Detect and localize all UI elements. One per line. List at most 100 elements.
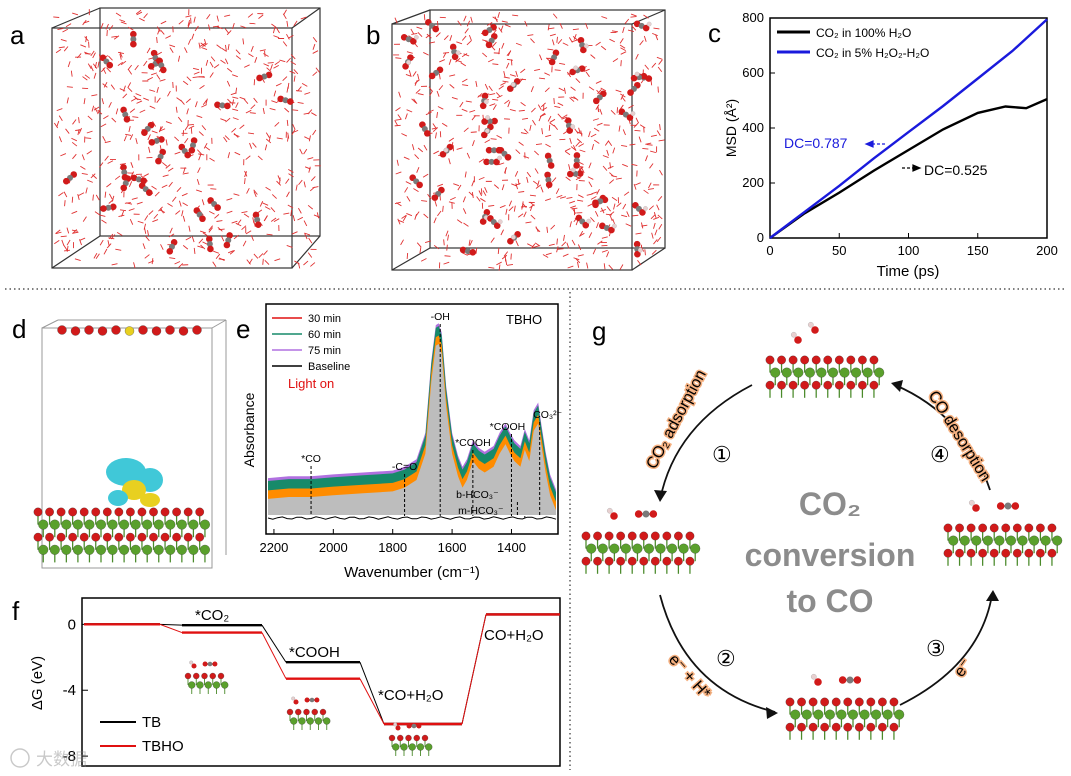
water-molecule (534, 68, 541, 72)
water-molecule (208, 24, 211, 31)
water-molecule (108, 25, 114, 31)
water-molecule (569, 97, 575, 102)
water-molecule (513, 205, 516, 212)
water-molecule (538, 115, 542, 122)
water-molecule (107, 240, 110, 247)
oxygen-atom (68, 507, 78, 517)
x-tick-label: 2000 (319, 540, 348, 555)
water-molecule (130, 162, 134, 168)
water-molecule (577, 199, 584, 202)
oxygen-atom (416, 723, 422, 729)
water-molecule (565, 176, 571, 181)
water-molecule (239, 96, 246, 100)
carbon-atom (579, 42, 586, 49)
water-molecule (449, 74, 456, 77)
water-molecule (518, 191, 525, 193)
water-molecule (600, 207, 605, 214)
water-molecule (259, 200, 264, 207)
water-molecule (244, 177, 246, 185)
water-molecule (478, 158, 485, 163)
water-molecule (442, 205, 444, 212)
hydrogen-atom (485, 115, 491, 120)
water-molecule (282, 13, 287, 20)
water-molecule (174, 151, 181, 155)
water-molecule (142, 243, 146, 250)
water-molecule (287, 34, 294, 39)
oxygen-atom (547, 162, 555, 169)
water-molecule (607, 140, 613, 146)
catalyst-slab-d (33, 507, 210, 563)
oxygen-atom (808, 722, 818, 732)
water-molecule (618, 125, 621, 132)
water-molecule (530, 38, 535, 44)
water-molecule (121, 210, 125, 217)
metal-atom (408, 743, 416, 751)
water-molecule (187, 38, 192, 45)
peak-label: m-HCO₃⁻ (458, 505, 504, 517)
water-molecule (438, 85, 444, 91)
water-molecule (74, 258, 81, 261)
water-molecule (654, 229, 658, 236)
water-molecule (71, 196, 74, 203)
water-molecule (205, 59, 209, 66)
water-molecule (464, 28, 469, 34)
water-molecule (448, 58, 452, 65)
water-molecule (590, 133, 597, 138)
oxygen-atom (777, 355, 786, 365)
water-molecule (656, 236, 662, 243)
water-molecule (312, 37, 318, 43)
water-molecule (91, 94, 98, 97)
oxygen-atom (858, 355, 867, 365)
water-molecule (480, 198, 486, 202)
water-molecule (541, 107, 548, 111)
hydrogen-atom (510, 82, 516, 88)
oxygen-atom (79, 507, 89, 517)
water-molecule (641, 224, 648, 227)
water-molecule (599, 108, 603, 115)
water-molecule (561, 241, 567, 247)
water-molecule (276, 180, 282, 186)
water-molecule (549, 122, 555, 127)
oxygen-atom (212, 661, 218, 667)
metal-atom (959, 535, 970, 546)
water-molecule (456, 219, 463, 224)
water-molecule (187, 123, 194, 126)
water-molecule (443, 261, 450, 265)
water-molecule (520, 68, 526, 74)
water-molecule (570, 96, 577, 100)
water-molecule (80, 44, 87, 48)
carbon-atom (846, 676, 854, 684)
water-molecule (529, 205, 533, 212)
oxygen-atom (201, 672, 208, 680)
oxygen-atom (978, 523, 988, 533)
water-molecule (108, 101, 112, 108)
water-molecule (640, 222, 644, 229)
water-molecule (540, 102, 546, 108)
carbon-atom (282, 97, 289, 104)
water-molecule (431, 127, 438, 130)
water-molecule (460, 62, 467, 67)
water-molecule (639, 124, 646, 129)
oxygen-atom (126, 507, 135, 517)
cycle-arrowheads (654, 380, 999, 719)
oxygen-atom (639, 556, 649, 566)
water-molecule (629, 143, 636, 146)
water-molecule (566, 242, 570, 249)
water-molecule (517, 213, 524, 218)
hydrogen-atom (968, 499, 975, 506)
water-molecule (188, 225, 191, 232)
oxygen-atom (481, 92, 489, 100)
metal-atom (153, 519, 164, 530)
x-tick-label: 150 (967, 243, 989, 258)
water-molecule (253, 191, 257, 198)
oxygen-atom (423, 130, 431, 137)
oxygen-atom (109, 203, 117, 211)
water-molecule (78, 117, 80, 124)
water-molecule (585, 71, 590, 78)
water-molecule (406, 196, 411, 202)
metal-atom (290, 717, 298, 725)
oxygen-atom (145, 189, 153, 196)
water-molecule (220, 59, 226, 64)
oxygen-atom (878, 697, 887, 707)
oxygen-atom (843, 697, 853, 707)
